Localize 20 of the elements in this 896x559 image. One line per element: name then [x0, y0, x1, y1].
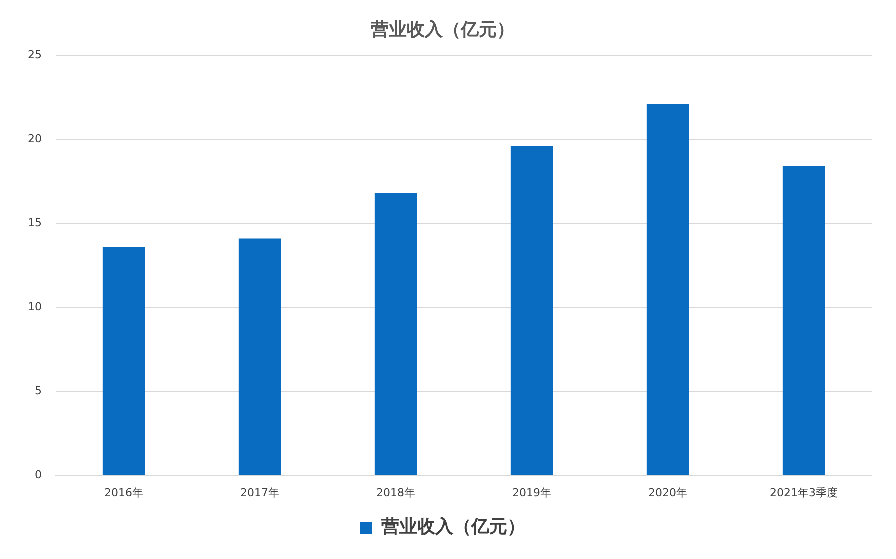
bar [374, 193, 418, 476]
bar [238, 238, 282, 476]
y-tick-label: 15 [28, 216, 42, 230]
y-tick-label: 0 [34, 468, 42, 482]
x-tick-label: 2018年 [376, 486, 416, 500]
x-tick-label: 2016年 [104, 486, 144, 500]
x-tick-label: 2020年 [648, 486, 688, 500]
bar [102, 247, 146, 476]
y-tick-label: 10 [28, 300, 42, 314]
x-tick-label: 2017年 [240, 486, 280, 500]
y-tick-label: 20 [28, 132, 42, 146]
bar [510, 146, 554, 476]
bar [782, 166, 826, 476]
chart-title: 营业收入（亿元） [370, 19, 515, 40]
x-tick-label: 2021年3季度 [770, 486, 838, 500]
legend-label: 营业收入（亿元） [380, 516, 526, 538]
y-tick-label: 25 [28, 48, 42, 62]
x-tick-label: 2019年 [512, 486, 552, 500]
bar [646, 104, 690, 476]
y-tick-label: 5 [34, 384, 42, 398]
